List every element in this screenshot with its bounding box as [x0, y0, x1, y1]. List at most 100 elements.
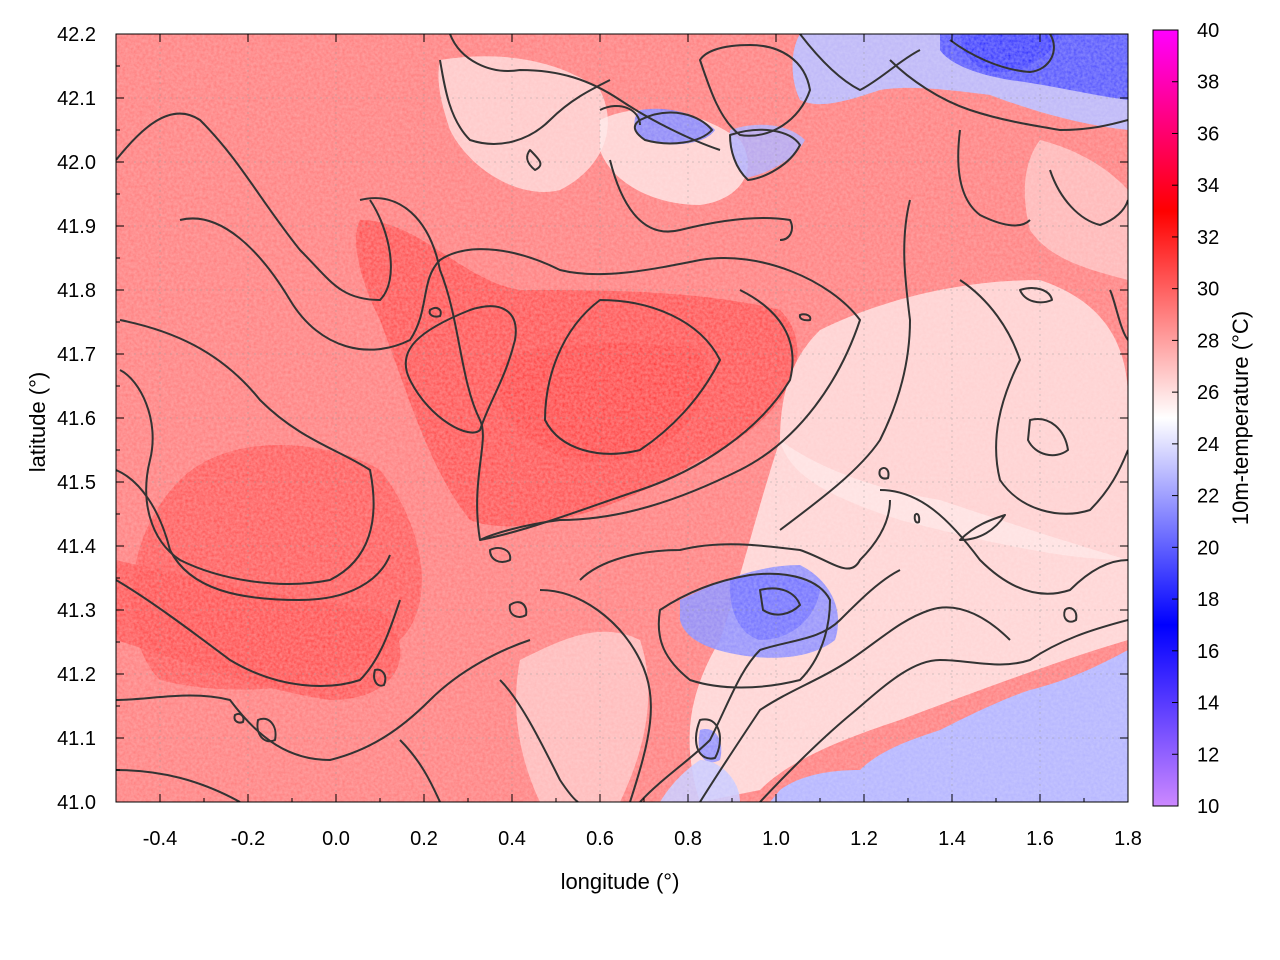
contour-line [489, 547, 512, 563]
contour-line [1027, 418, 1069, 457]
colorbar-tick-label: 22 [1197, 486, 1219, 508]
colorbar-tick-label: 10 [1197, 796, 1219, 818]
contour-line [116, 469, 391, 601]
x-tick-label: 1.2 [850, 828, 878, 850]
contour-line [798, 313, 812, 322]
contour-line [879, 489, 1128, 595]
y-axis-title: latitude (°) [25, 372, 50, 473]
colorbar-ticks: 10 12 14 16 18 20 22 24 26 28 30 32 34 36 38 40 [1172, 20, 1219, 818]
contour-line [959, 279, 1128, 515]
contour-line [949, 34, 1055, 73]
x-tick-label: 1.8 [1114, 828, 1142, 850]
y-tick-label: 41.4 [57, 536, 96, 558]
y-tick-label: 41.7 [57, 344, 96, 366]
colorbar-tick-label: 14 [1197, 693, 1219, 715]
contour-line [913, 512, 921, 524]
contour-line [256, 717, 277, 743]
x-tick-label: -0.4 [143, 828, 177, 850]
contour-line [759, 619, 1128, 802]
colorbar-tick-label: 40 [1197, 20, 1219, 42]
contour-line [695, 718, 721, 760]
colorbar-tick-label: 26 [1197, 382, 1219, 404]
contour-line [116, 639, 531, 761]
contour-line [579, 499, 891, 581]
x-tick-label: 0.2 [410, 828, 438, 850]
contour-line [439, 59, 611, 145]
y-tick-label: 41.2 [57, 664, 96, 686]
contour-line [526, 149, 542, 171]
colorbar-tick-label: 36 [1197, 123, 1219, 145]
contour-line [1019, 287, 1053, 304]
y-tick-label: 42.2 [57, 24, 96, 46]
contour-line [1063, 607, 1078, 623]
contour-line [404, 305, 517, 434]
contour-line [508, 601, 528, 618]
x-tick-label: 1.4 [938, 828, 966, 850]
contour-line [699, 606, 1011, 802]
contour-line [449, 34, 721, 151]
y-tick-label: 41.8 [57, 280, 96, 302]
contour-line [1109, 289, 1128, 341]
colorbar-tick-label: 32 [1197, 227, 1219, 249]
contour-line [609, 159, 793, 241]
contour-line [1049, 169, 1128, 226]
y-tick-label: 41.3 [57, 600, 96, 622]
colorbar: 10 12 14 16 18 20 22 24 26 28 30 32 34 36 38 40 10m-tem… [1152, 20, 1253, 818]
y-tick-label: 41.1 [57, 728, 96, 750]
contour-line [116, 769, 241, 802]
colorbar-tick-label: 16 [1197, 641, 1219, 663]
contour-line [657, 572, 831, 689]
contour-line [633, 111, 713, 145]
colorbar-tick-label: 28 [1197, 330, 1219, 352]
contour-line [779, 199, 911, 531]
x-tick-label: 0.8 [674, 828, 702, 850]
colorbar-tick-label: 30 [1197, 279, 1219, 301]
contour-line [799, 34, 921, 91]
contour-line [116, 579, 401, 687]
x-tick-label: 0.0 [322, 828, 350, 850]
contour-line [119, 319, 375, 585]
contour-line [639, 569, 901, 802]
colorbar-tick-label: 18 [1197, 589, 1219, 611]
colorbar-tick-label: 12 [1197, 744, 1219, 766]
y-tick-label: 41.6 [57, 408, 96, 430]
y-axis: 41.0 41.1 41.2 41.3 41.4 41.5 41.6 41.7 41.8 41.9… [57, 24, 1128, 814]
contour-line [889, 59, 1128, 131]
contour-line [878, 467, 890, 480]
x-tick-label: 0.4 [498, 828, 526, 850]
contour-line [373, 668, 387, 687]
plot-area [116, 34, 1128, 802]
colorbar-gradient [1152, 29, 1179, 807]
contour-line [539, 589, 652, 802]
contour-line [759, 587, 801, 616]
contour-line [428, 306, 442, 318]
contour-line [729, 128, 801, 181]
y-tick-label: 42.0 [57, 152, 96, 174]
contour-line [233, 712, 245, 724]
y-tick-label: 41.0 [57, 792, 96, 814]
contour-line [544, 299, 721, 455]
colorbar-title: 10m-temperature (°C) [1228, 311, 1253, 525]
contour-line [699, 44, 811, 137]
contour-line [499, 679, 579, 802]
contour-line [959, 514, 1006, 541]
x-axis-title: longitude (°) [561, 869, 680, 894]
y-tick-label: 42.1 [57, 88, 96, 110]
contour-line [399, 739, 441, 802]
y-tick-label: 41.5 [57, 472, 96, 494]
contour-line [359, 197, 794, 541]
x-tick-label: 1.0 [762, 828, 790, 850]
contour-line [957, 129, 1031, 227]
y-tick-label: 41.9 [57, 216, 96, 238]
x-tick-label: -0.2 [231, 828, 265, 850]
colorbar-tick-label: 34 [1197, 175, 1219, 197]
grid-lines [116, 34, 1128, 802]
x-tick-label: 1.6 [1026, 828, 1054, 850]
colorbar-tick-label: 20 [1197, 537, 1219, 559]
x-axis: -0.4 -0.2 0.0 0.2 0.4 0.6 0.8 1.0 1.2 1.4 1.6 1.8 [115, 34, 1142, 850]
contour-line [179, 217, 861, 541]
x-tick-label: 0.6 [586, 828, 614, 850]
contour-line [116, 112, 392, 301]
colorbar-tick-label: 38 [1197, 72, 1219, 94]
